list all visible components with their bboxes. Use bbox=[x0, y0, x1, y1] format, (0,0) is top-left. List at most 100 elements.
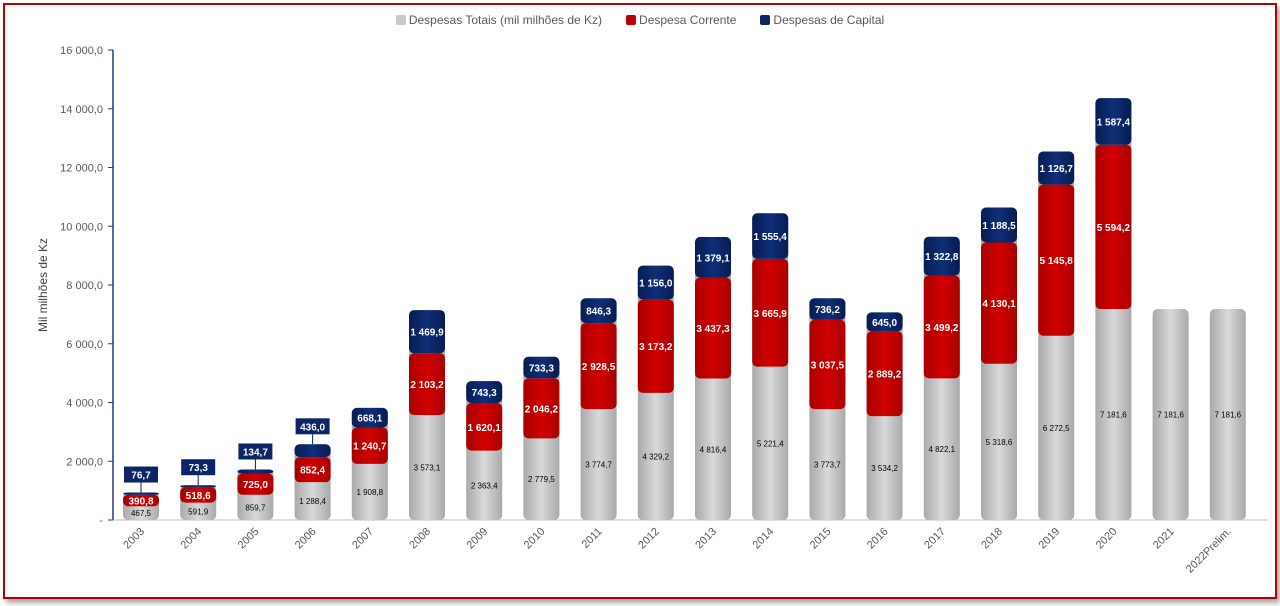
y-tick-label: 16 000,0 bbox=[60, 45, 103, 57]
x-tick-label: 2009 bbox=[465, 526, 491, 552]
x-tick-label: 2022Prelim. bbox=[1184, 526, 1234, 576]
label-total: 3 774,7 bbox=[585, 461, 612, 470]
x-tick-label: 2012 bbox=[636, 526, 662, 552]
label-capital: 733,3 bbox=[529, 363, 554, 374]
label-corrente: 518,6 bbox=[186, 491, 211, 502]
label-corrente: 5 145,8 bbox=[1040, 256, 1074, 267]
label-capital: 1 188,5 bbox=[982, 221, 1016, 232]
label-total: 2 363,4 bbox=[471, 481, 498, 490]
legend-label-total: Despesas Totais (mil milhões de Kz) bbox=[408, 13, 603, 27]
label-total: 5 318,6 bbox=[986, 438, 1013, 447]
label-total: 3 773,7 bbox=[814, 461, 841, 470]
x-tick-label: 2011 bbox=[580, 526, 605, 551]
label-total: 7 181,6 bbox=[1214, 411, 1241, 420]
x-tick-labels: 2003 2004 2005 2006 2007 2008 2009 2010 2011 2012… bbox=[121, 526, 1234, 576]
y-tick-label: 8 000,0 bbox=[66, 280, 103, 292]
y-tick-label: - bbox=[99, 515, 103, 527]
x-tick-label: 2013 bbox=[693, 526, 719, 552]
label-capital-box bbox=[181, 459, 216, 476]
legend-item-total: Despesas Totais (mil milhões de Kz) bbox=[395, 13, 603, 27]
legend-swatch-corrente bbox=[626, 15, 637, 25]
label-capital: 668,1 bbox=[357, 414, 382, 425]
x-tick-label: 2019 bbox=[1037, 526, 1063, 552]
x-tick-label: 2004 bbox=[179, 526, 205, 552]
bar-corrente bbox=[1095, 144, 1132, 310]
y-tick-label: 12 000,0 bbox=[60, 163, 103, 175]
label-total: 591,9 bbox=[188, 507, 209, 516]
label-corrente: 852,4 bbox=[300, 466, 325, 477]
y-tick-label: 14 000,0 bbox=[60, 104, 103, 116]
bar-corrente bbox=[294, 457, 331, 483]
label-total: 2 779,5 bbox=[528, 475, 555, 484]
bar-capital bbox=[695, 237, 731, 278]
bar-corrente bbox=[466, 402, 503, 451]
legend-swatch-total bbox=[395, 15, 406, 25]
bar-corrente bbox=[409, 353, 445, 416]
label-total: 1 908,8 bbox=[356, 488, 383, 497]
bar-capital bbox=[580, 298, 617, 324]
bar-capital bbox=[294, 444, 331, 458]
bar-capital bbox=[180, 485, 217, 488]
label-total: 4 329,2 bbox=[642, 452, 669, 461]
label-corrente: 3 665,9 bbox=[754, 309, 788, 320]
label-capital: 73,3 bbox=[188, 463, 208, 474]
bar-corrente bbox=[580, 323, 617, 410]
x-tick-label: 2016 bbox=[865, 526, 891, 552]
bar-capital bbox=[466, 381, 503, 403]
label-capital: 1 587,4 bbox=[1097, 117, 1131, 128]
x-tick-label: 2020 bbox=[1094, 526, 1120, 552]
bar-capital bbox=[1038, 151, 1075, 185]
bar-corrente bbox=[1038, 184, 1075, 336]
bar-capital bbox=[237, 469, 274, 474]
y-tick-label: 10 000,0 bbox=[60, 221, 103, 233]
bar-capital bbox=[1095, 98, 1132, 145]
bar-corrente bbox=[809, 319, 846, 410]
bar-capital bbox=[351, 407, 388, 428]
y-axis-label: Mil milhões de Kz bbox=[36, 238, 50, 332]
label-capital: 134,7 bbox=[243, 447, 268, 458]
bar-capital bbox=[866, 312, 903, 332]
x-tick-label: 2014 bbox=[751, 526, 777, 552]
label-capital: 1 555,4 bbox=[754, 232, 788, 243]
bar-corrente bbox=[866, 331, 903, 417]
legend-swatch-capital bbox=[760, 15, 771, 25]
label-capital: 436,0 bbox=[300, 422, 325, 433]
axes: - 2 000,0 4 000,0 6 000,0 8 000,0 10 000,0 12 … bbox=[60, 45, 1268, 527]
label-capital: 846,3 bbox=[586, 307, 611, 318]
bar-capital bbox=[409, 310, 445, 354]
label-corrente: 725,0 bbox=[243, 480, 268, 491]
label-capital: 1 156,0 bbox=[639, 279, 673, 290]
bar-capital bbox=[981, 207, 1017, 243]
label-corrente: 3 037,5 bbox=[811, 361, 845, 372]
label-capital: 743,3 bbox=[472, 388, 497, 399]
bar-corrente bbox=[637, 299, 674, 393]
label-total: 3 534,2 bbox=[871, 464, 898, 473]
x-tick-label: 2015 bbox=[808, 526, 834, 552]
x-tick-label: 2005 bbox=[236, 526, 262, 552]
x-tick-label: 2003 bbox=[121, 526, 147, 552]
label-capital: 1 126,7 bbox=[1040, 164, 1074, 175]
bar-corrente bbox=[351, 427, 388, 464]
bar-corrente bbox=[180, 487, 217, 503]
label-corrente: 1 240,7 bbox=[353, 442, 387, 453]
bar-capital bbox=[923, 236, 960, 276]
legend-item-corrente: Despesa Corrente bbox=[626, 13, 736, 27]
label-total: 467,5 bbox=[131, 509, 152, 518]
bar-capital bbox=[123, 492, 159, 495]
label-total: 3 573,1 bbox=[414, 464, 441, 473]
bar-capital bbox=[752, 213, 789, 259]
bar-total bbox=[1209, 309, 1246, 520]
y-tick-label: 4 000,0 bbox=[66, 398, 103, 410]
label-corrente: 3 437,3 bbox=[696, 324, 730, 335]
label-corrente: 2 889,2 bbox=[868, 370, 902, 381]
label-corrente: 4 130,1 bbox=[982, 299, 1016, 310]
x-tick-label: 2010 bbox=[522, 526, 548, 552]
label-total: 859,7 bbox=[245, 503, 266, 512]
label-corrente: 2 928,5 bbox=[582, 362, 616, 373]
label-total: 7 181,6 bbox=[1100, 411, 1127, 420]
label-total: 6 272,5 bbox=[1043, 424, 1070, 433]
label-total: 1 288,4 bbox=[299, 497, 326, 506]
x-tick-label: 2007 bbox=[350, 526, 376, 552]
bar-corrente bbox=[695, 277, 731, 379]
